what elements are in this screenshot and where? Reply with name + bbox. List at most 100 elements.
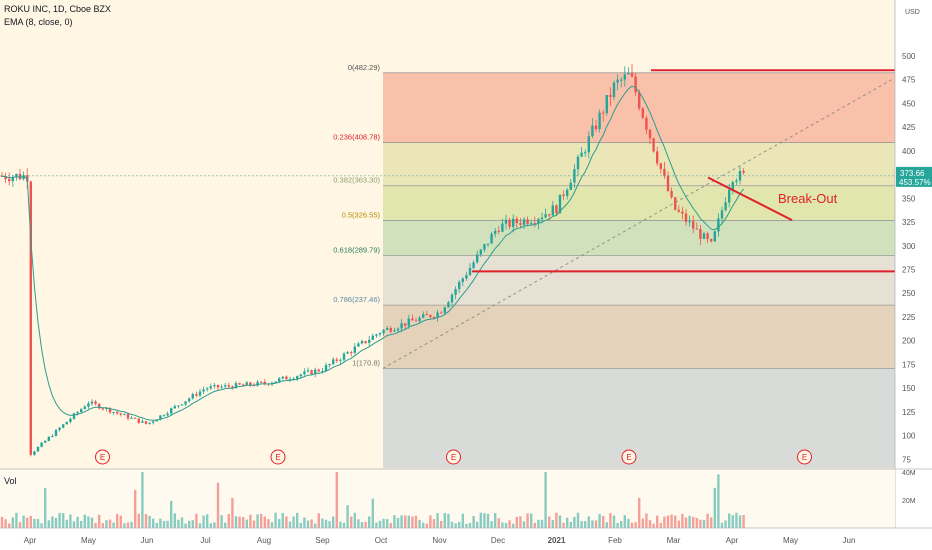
- candle-body: [36, 446, 40, 452]
- volume-bar: [335, 472, 338, 528]
- candle-body: [677, 209, 680, 212]
- y-tick-label: 300: [902, 242, 916, 251]
- candle-body: [360, 340, 364, 344]
- y-tick-label: 475: [902, 76, 916, 85]
- volume-bar: [80, 520, 83, 528]
- volume-bar: [252, 520, 256, 528]
- candle-body: [591, 125, 594, 137]
- volume-bar: [166, 520, 169, 528]
- volume-bar: [573, 516, 576, 528]
- y-tick-label: 225: [902, 313, 916, 322]
- volume-bar: [591, 520, 594, 528]
- candle-body: [735, 180, 738, 183]
- volume-bar: [494, 513, 497, 528]
- candle-body: [432, 317, 436, 319]
- volume-bar: [468, 522, 472, 528]
- candle-body: [587, 136, 590, 153]
- volume-bar: [220, 515, 223, 528]
- volume-bar: [155, 522, 158, 528]
- earnings-marker[interactable]: [270, 449, 286, 465]
- candle-body: [620, 79, 623, 81]
- breakout-label: Break-Out: [778, 191, 838, 206]
- y-tick-label: 250: [902, 289, 916, 298]
- candle-body: [141, 421, 144, 423]
- candle-body: [80, 409, 83, 413]
- volume-bar: [148, 515, 151, 528]
- fib-level-label: 0(482.29): [348, 63, 381, 72]
- volume-bar: [206, 514, 209, 528]
- candle-body: [389, 328, 392, 332]
- volume-bar: [699, 519, 702, 528]
- volume-bar: [238, 516, 241, 528]
- y-tick-label: 150: [902, 384, 916, 393]
- candle-body: [479, 249, 482, 255]
- volume-bar: [393, 515, 396, 528]
- currency-label: USD: [905, 9, 920, 16]
- candle-body: [123, 414, 126, 416]
- candle-body: [350, 352, 353, 354]
- volume-bar: [490, 521, 493, 528]
- earnings-marker[interactable]: [446, 449, 461, 465]
- earnings-marker[interactable]: [95, 449, 110, 465]
- candle-body: [69, 418, 72, 422]
- candle-body: [710, 238, 713, 242]
- volume-bar: [605, 522, 608, 528]
- volume-bar: [76, 516, 79, 528]
- volume-bar: [652, 523, 655, 528]
- candle-body: [357, 343, 360, 347]
- candle-body: [116, 411, 119, 414]
- fib-zone: [383, 305, 895, 369]
- volume-bar: [119, 515, 122, 528]
- volume-bar: [407, 515, 410, 528]
- volume-bar: [332, 516, 335, 528]
- volume-bar: [735, 512, 738, 528]
- candle-body: [198, 391, 202, 396]
- candle-body: [461, 278, 464, 282]
- y-tick-label: 400: [902, 147, 916, 156]
- candle-body: [54, 430, 58, 436]
- volume-bar: [126, 522, 130, 528]
- candle-body: [450, 294, 454, 303]
- last-price-change: 453.57%: [899, 178, 931, 187]
- volume-bar: [188, 520, 191, 528]
- volume-bar: [728, 513, 731, 528]
- volume-bar: [731, 515, 734, 528]
- candle-body: [702, 233, 706, 239]
- symbol-legend[interactable]: ROKU INC, 1D, Cboe BZX: [4, 4, 112, 14]
- volume-bar: [512, 523, 515, 528]
- candle-body: [584, 152, 587, 154]
- candle-body: [58, 427, 61, 431]
- candle-body: [285, 376, 288, 380]
- candle-body: [339, 359, 342, 361]
- candle-body: [105, 408, 108, 410]
- candle-body: [328, 364, 331, 366]
- indicator-legend[interactable]: EMA (8, close, 0): [4, 17, 73, 27]
- volume-bar: [630, 522, 634, 528]
- volume-bar: [198, 523, 202, 528]
- volume-bar: [609, 513, 612, 528]
- candle-body: [540, 217, 544, 220]
- volume-bar: [688, 515, 691, 528]
- candle-body: [119, 413, 122, 415]
- candle-body: [173, 406, 176, 409]
- volume-bar: [216, 482, 220, 528]
- volume-bar: [638, 497, 641, 528]
- candle-body: [418, 317, 421, 322]
- earnings-marker[interactable]: [797, 449, 812, 465]
- volume-legend: Vol: [4, 476, 17, 486]
- candle-body: [627, 73, 630, 75]
- volume-bar: [476, 521, 479, 528]
- volume-bar: [411, 516, 414, 528]
- candle-body: [494, 230, 497, 234]
- candle-body: [188, 398, 191, 402]
- candle-body: [454, 289, 457, 295]
- volume-bar: [616, 523, 619, 528]
- volume-bar: [710, 517, 713, 528]
- volume-bar: [173, 513, 176, 528]
- breakout-trendline[interactable]: [707, 176, 793, 222]
- earnings-marker[interactable]: [621, 449, 637, 465]
- candle-body: [400, 323, 403, 329]
- candle-body: [231, 386, 234, 389]
- volume-bar: [742, 514, 745, 528]
